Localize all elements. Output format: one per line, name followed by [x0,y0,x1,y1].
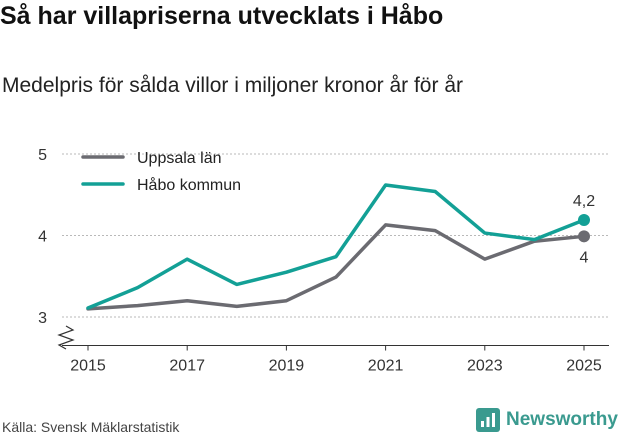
series-line [86,223,586,311]
line-chart: 3 4 5 2015 2017 2019 2021 2023 2025 Uppsala län… [38,147,609,375]
x-tick-label: 2025 [566,358,602,375]
legend-label: Håbo kommun [137,176,241,194]
x-tick-label: 2015 [70,358,106,375]
chart-title: Så har villapriserna utvecklats i Håbo [0,2,444,30]
series-end-label: 4 [580,249,589,266]
y-tick-label: 3 [38,310,47,327]
legend-label: Uppsala län [137,150,222,167]
x-tick-label: 2021 [368,358,404,375]
series-end-point [578,214,590,227]
x-tick-label: 2017 [169,358,205,375]
x-tick-label: 2023 [467,358,503,375]
chart-subtitle: Medelpris för sålda villor i miljoner kr… [2,74,463,97]
y-tick-label: 5 [38,147,47,164]
brand-logo: Newsworthy [476,408,618,432]
series-end-label: 4,2 [573,193,595,210]
y-tick-label: 4 [38,229,47,246]
series-lines [86,183,590,311]
gridlines [57,153,609,350]
y-axis-tick-labels: 3 4 5 [38,147,47,327]
x-tick-label: 2019 [269,358,305,375]
y-axis-break-mark [57,325,75,350]
x-axis-ticks: 2015 2017 2019 2021 2023 2025 [70,345,602,375]
brand-name: Newsworthy [506,409,618,430]
series-end-point [578,230,590,243]
legend: Uppsala län Håbo kommun [81,150,241,194]
end-labels: 44,2 [573,193,595,266]
series-line [86,183,586,310]
newsworthy-logo-icon [476,408,500,432]
source-note: Källa: Svensk Mäklarstatistik [2,419,180,435]
